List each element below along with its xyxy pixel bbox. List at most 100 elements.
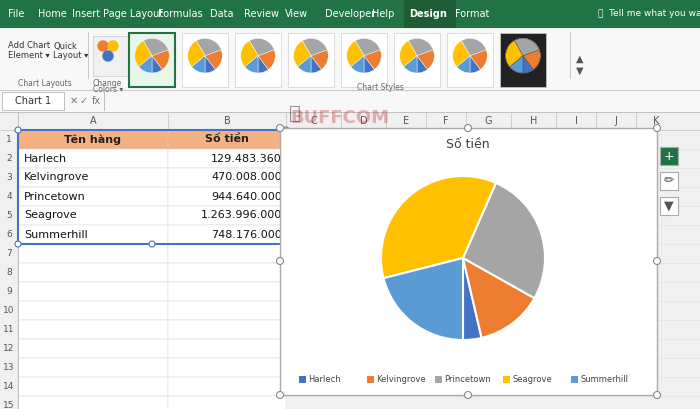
Text: Page Layout: Page Layout (103, 9, 163, 19)
Bar (0, 358, 18, 377)
Wedge shape (302, 38, 327, 56)
Bar (93, 36, 128, 76)
Text: Help: Help (372, 9, 394, 19)
Bar (168, 206, 286, 225)
Text: ✓: ✓ (80, 96, 88, 106)
Text: ▼: ▼ (664, 200, 674, 213)
Text: Số tiền: Số tiền (205, 135, 249, 144)
Bar (168, 244, 286, 263)
Wedge shape (197, 38, 221, 56)
Text: Formulas: Formulas (158, 9, 202, 19)
Wedge shape (205, 56, 216, 73)
Bar (168, 130, 286, 149)
Circle shape (149, 241, 155, 247)
Wedge shape (258, 50, 275, 70)
Text: J: J (615, 116, 617, 126)
Text: 14: 14 (4, 382, 15, 391)
Bar (18, 301, 168, 320)
Wedge shape (139, 56, 152, 73)
Text: fx: fx (92, 96, 101, 106)
Text: Chart 1: Chart 1 (15, 96, 51, 106)
Text: Insert: Insert (72, 9, 100, 19)
Text: Change: Change (93, 79, 122, 88)
Bar (0, 90, 700, 112)
Wedge shape (205, 50, 223, 70)
Bar (168, 149, 286, 168)
Text: Summerhill: Summerhill (24, 229, 88, 240)
Wedge shape (346, 41, 364, 67)
Circle shape (654, 391, 661, 398)
Text: 🐂: 🐂 (289, 103, 301, 123)
Wedge shape (453, 41, 470, 67)
Wedge shape (356, 38, 380, 56)
Circle shape (654, 258, 661, 265)
Bar (0, 130, 18, 149)
Circle shape (283, 241, 289, 247)
Wedge shape (457, 56, 470, 73)
Circle shape (103, 51, 113, 61)
Wedge shape (408, 38, 433, 56)
Circle shape (98, 41, 108, 51)
Text: Review: Review (244, 9, 279, 19)
Bar (18, 282, 168, 301)
Text: Element ▾: Element ▾ (8, 52, 50, 61)
Text: Harlech: Harlech (24, 153, 67, 164)
Bar (394, 33, 440, 87)
Wedge shape (510, 56, 523, 73)
Bar (18, 320, 168, 339)
Bar (168, 396, 286, 409)
Circle shape (15, 241, 21, 247)
Bar (18, 130, 168, 149)
Text: C: C (310, 116, 317, 126)
Wedge shape (404, 56, 417, 73)
Bar (18, 263, 168, 282)
Text: Summerhill: Summerhill (580, 375, 629, 384)
Text: 9: 9 (6, 287, 12, 296)
Bar (280, 128, 657, 395)
Text: 7: 7 (6, 249, 12, 258)
Text: Kelvingrove: Kelvingrove (377, 375, 426, 384)
Bar (0, 28, 700, 90)
Text: G: G (484, 116, 492, 126)
Text: ▲: ▲ (576, 54, 584, 64)
Text: 4: 4 (6, 192, 12, 201)
Bar (18, 377, 168, 396)
Bar (288, 33, 334, 87)
Text: Add Chart: Add Chart (8, 41, 50, 50)
Bar (235, 33, 281, 87)
Bar (168, 377, 286, 396)
Wedge shape (523, 50, 540, 70)
Text: 1: 1 (6, 135, 12, 144)
Bar (168, 320, 286, 339)
Bar (0, 112, 18, 130)
Text: ✏: ✏ (664, 175, 674, 187)
Text: Quick: Quick (53, 41, 77, 50)
Circle shape (283, 127, 289, 133)
Wedge shape (505, 41, 523, 67)
Text: Layout ▾: Layout ▾ (53, 52, 88, 61)
Bar (18, 396, 168, 409)
Wedge shape (523, 56, 533, 73)
Wedge shape (294, 41, 311, 67)
Bar (168, 339, 286, 358)
Bar (570, 376, 578, 383)
Wedge shape (381, 176, 496, 278)
Wedge shape (523, 56, 533, 73)
Circle shape (15, 127, 21, 133)
Bar (168, 187, 286, 206)
Circle shape (465, 391, 472, 398)
Bar (0, 320, 18, 339)
Wedge shape (463, 183, 545, 298)
Bar (404, 0, 456, 28)
Text: Format: Format (455, 9, 489, 19)
Bar (18, 225, 168, 244)
Bar (18, 149, 168, 168)
Bar (0, 263, 18, 282)
Text: BUFFCOM: BUFFCOM (290, 109, 389, 127)
Wedge shape (245, 56, 258, 73)
Text: File: File (8, 9, 25, 19)
Text: Design: Design (409, 9, 447, 19)
Bar (168, 168, 286, 187)
Text: Harlech: Harlech (309, 375, 341, 384)
Text: Princetown: Princetown (444, 375, 491, 384)
